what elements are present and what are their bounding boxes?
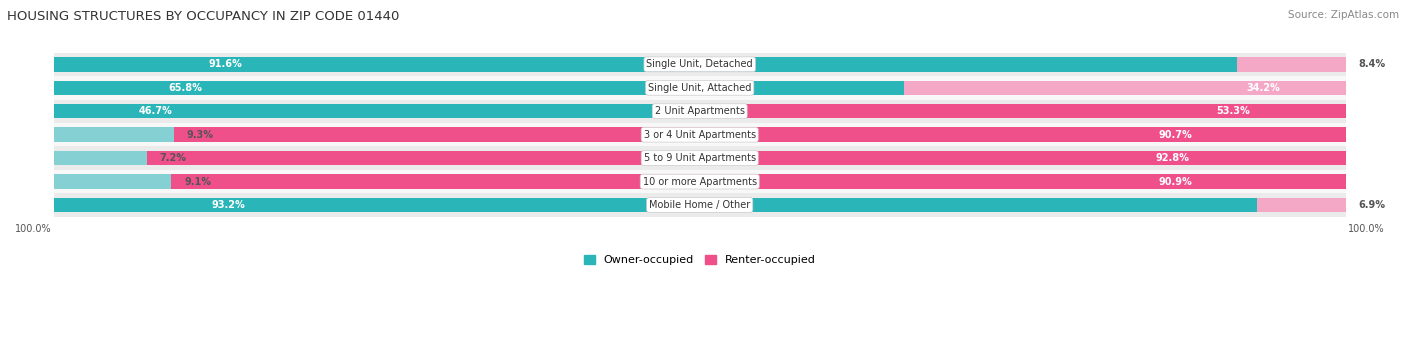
Text: 34.2%: 34.2% [1246,83,1279,93]
Text: Single Unit, Attached: Single Unit, Attached [648,83,751,93]
Text: 90.7%: 90.7% [1159,130,1192,140]
Text: 5 to 9 Unit Apartments: 5 to 9 Unit Apartments [644,153,756,163]
Bar [172,174,1346,189]
Bar [53,146,1346,170]
Text: 65.8%: 65.8% [169,83,202,93]
Text: 100.0%: 100.0% [1348,224,1385,234]
Text: 3 or 4 Unit Apartments: 3 or 4 Unit Apartments [644,130,756,140]
Legend: Owner-occupied, Renter-occupied: Owner-occupied, Renter-occupied [579,250,820,269]
Bar [53,57,1237,72]
Text: 8.4%: 8.4% [1358,59,1386,69]
Text: 10 or more Apartments: 10 or more Apartments [643,177,756,187]
Bar [1237,57,1346,72]
Text: 2 Unit Apartments: 2 Unit Apartments [655,106,745,116]
Bar [53,53,1346,76]
Bar [174,128,1346,142]
Bar [53,151,146,165]
Bar [53,104,657,119]
Bar [53,193,1346,217]
Text: 9.1%: 9.1% [184,177,211,187]
Text: HOUSING STRUCTURES BY OCCUPANCY IN ZIP CODE 01440: HOUSING STRUCTURES BY OCCUPANCY IN ZIP C… [7,10,399,23]
Bar [904,80,1346,95]
Bar [53,174,172,189]
Text: 93.2%: 93.2% [211,200,245,210]
Text: 90.9%: 90.9% [1159,177,1192,187]
Bar [53,198,1258,212]
Text: 53.3%: 53.3% [1216,106,1250,116]
Text: Single Unit, Detached: Single Unit, Detached [647,59,754,69]
Text: 7.2%: 7.2% [160,153,187,163]
Text: 9.3%: 9.3% [187,130,214,140]
Bar [1257,198,1346,212]
Text: 91.6%: 91.6% [208,59,242,69]
Bar [657,104,1346,119]
Text: Mobile Home / Other: Mobile Home / Other [650,200,751,210]
Bar [53,170,1346,193]
Bar [53,128,174,142]
Bar [53,123,1346,146]
Bar [53,100,1346,123]
Text: 6.9%: 6.9% [1358,200,1385,210]
Text: 100.0%: 100.0% [15,224,52,234]
Bar [53,80,904,95]
Bar [146,151,1346,165]
Text: 92.8%: 92.8% [1154,153,1189,163]
Text: Source: ZipAtlas.com: Source: ZipAtlas.com [1288,10,1399,20]
Text: 46.7%: 46.7% [139,106,173,116]
Bar [53,76,1346,100]
